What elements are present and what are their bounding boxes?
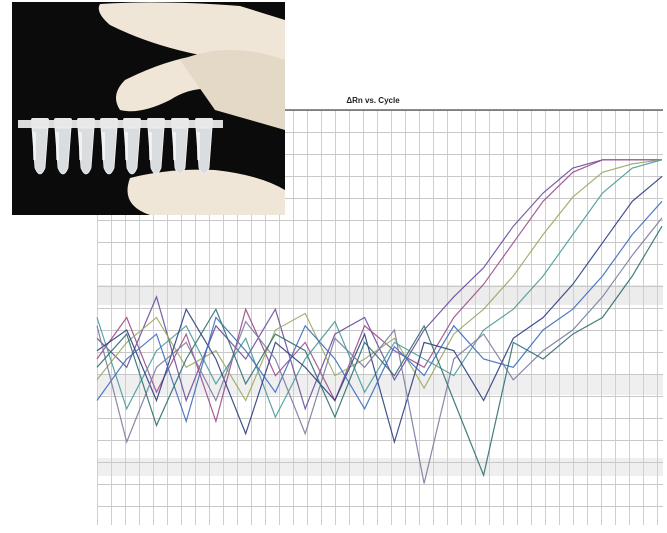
chart: ΔRn vs. Cycle <box>0 0 667 533</box>
photo <box>12 2 285 215</box>
chart-title: ΔRn vs. Cycle <box>346 96 400 105</box>
page: {"chart_data": {"type": "line", "title":… <box>0 0 667 533</box>
